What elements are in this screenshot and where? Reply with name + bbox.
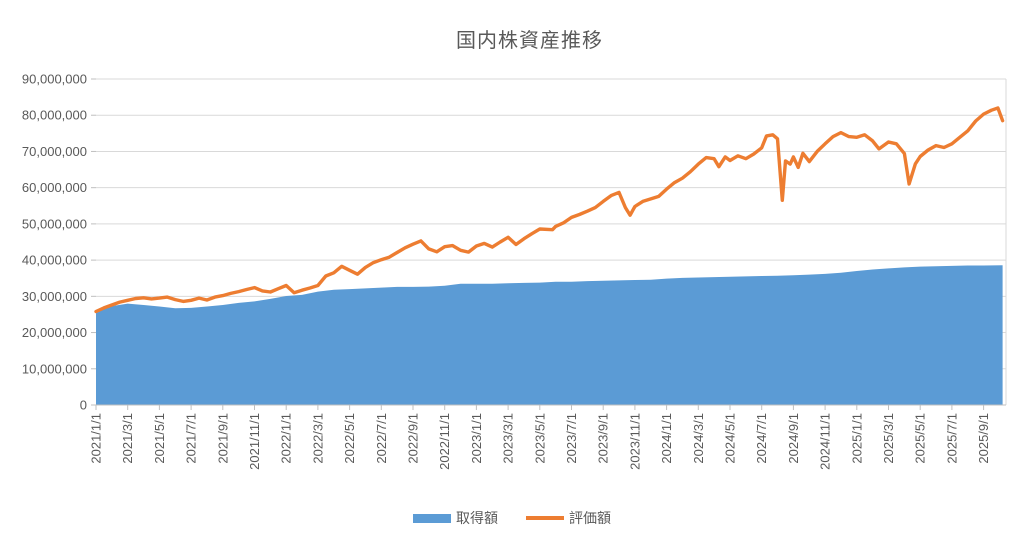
y-axis-label: 20,000,000	[22, 325, 87, 340]
x-axis-label: 2021/5/1	[152, 413, 167, 464]
x-axis-label: 2024/7/1	[754, 413, 769, 464]
x-axis-label: 2023/1/1	[469, 413, 484, 464]
y-axis-label: 10,000,000	[22, 361, 87, 376]
y-axis-label: 0	[80, 398, 87, 413]
x-axis-label: 2023/7/1	[564, 413, 579, 464]
x-axis-label: 2021/9/1	[215, 413, 230, 464]
x-axis-label: 2023/9/1	[596, 413, 611, 464]
x-axis-label: 2021/1/1	[89, 413, 104, 464]
y-axis-label: 50,000,000	[22, 216, 87, 231]
x-axis-label: 2023/5/1	[532, 413, 547, 464]
x-axis-label: 2025/3/1	[881, 413, 896, 464]
legend-label-acquisition: 取得額	[456, 510, 498, 526]
legend-label-valuation: 評価額	[569, 510, 611, 526]
y-axis-label: 30,000,000	[22, 289, 87, 304]
x-axis-label: 2025/1/1	[849, 413, 864, 464]
y-axis-label: 60,000,000	[22, 180, 87, 195]
x-axis-label: 2025/5/1	[913, 413, 928, 464]
x-axis-label: 2024/3/1	[691, 413, 706, 464]
series-acquisition-area	[96, 265, 1003, 405]
x-axis-label: 2022/7/1	[374, 413, 389, 464]
chart-legend: 取得額 評価額	[0, 505, 1024, 531]
x-axis-label: 2024/5/1	[723, 413, 738, 464]
legend-item-acquisition: 取得額	[413, 508, 498, 528]
y-axis-label: 90,000,000	[22, 72, 87, 87]
x-axis-label: 2023/11/1	[627, 413, 642, 470]
legend-item-valuation: 評価額	[526, 508, 611, 528]
x-axis-label: 2024/1/1	[659, 413, 674, 464]
x-axis-label: 2025/9/1	[976, 413, 991, 464]
x-axis-label: 2022/11/1	[437, 413, 452, 470]
x-axis-label: 2022/3/1	[310, 413, 325, 464]
acquisition-swatch-icon	[413, 513, 451, 523]
chart-title: 国内株資産推移	[456, 30, 603, 52]
x-axis-label: 2022/1/1	[279, 413, 294, 464]
x-axis-label: 2024/9/1	[786, 413, 801, 464]
y-axis-label: 80,000,000	[22, 108, 87, 123]
x-axis-label: 2022/9/1	[406, 413, 421, 464]
y-axis-label: 40,000,000	[22, 253, 87, 268]
x-axis-label: 2021/3/1	[120, 413, 135, 464]
x-axis-label: 2024/11/1	[818, 413, 833, 470]
x-axis-label: 2022/5/1	[342, 413, 357, 464]
x-axis-label: 2023/3/1	[501, 413, 516, 464]
x-axis-label: 2021/7/1	[184, 413, 199, 464]
x-axis-label: 2021/11/1	[247, 413, 262, 470]
series-valuation-line	[94, 106, 1005, 314]
valuation-swatch-icon	[526, 516, 564, 520]
y-axis-label: 70,000,000	[22, 144, 87, 159]
x-axis-label: 2025/7/1	[944, 413, 959, 464]
